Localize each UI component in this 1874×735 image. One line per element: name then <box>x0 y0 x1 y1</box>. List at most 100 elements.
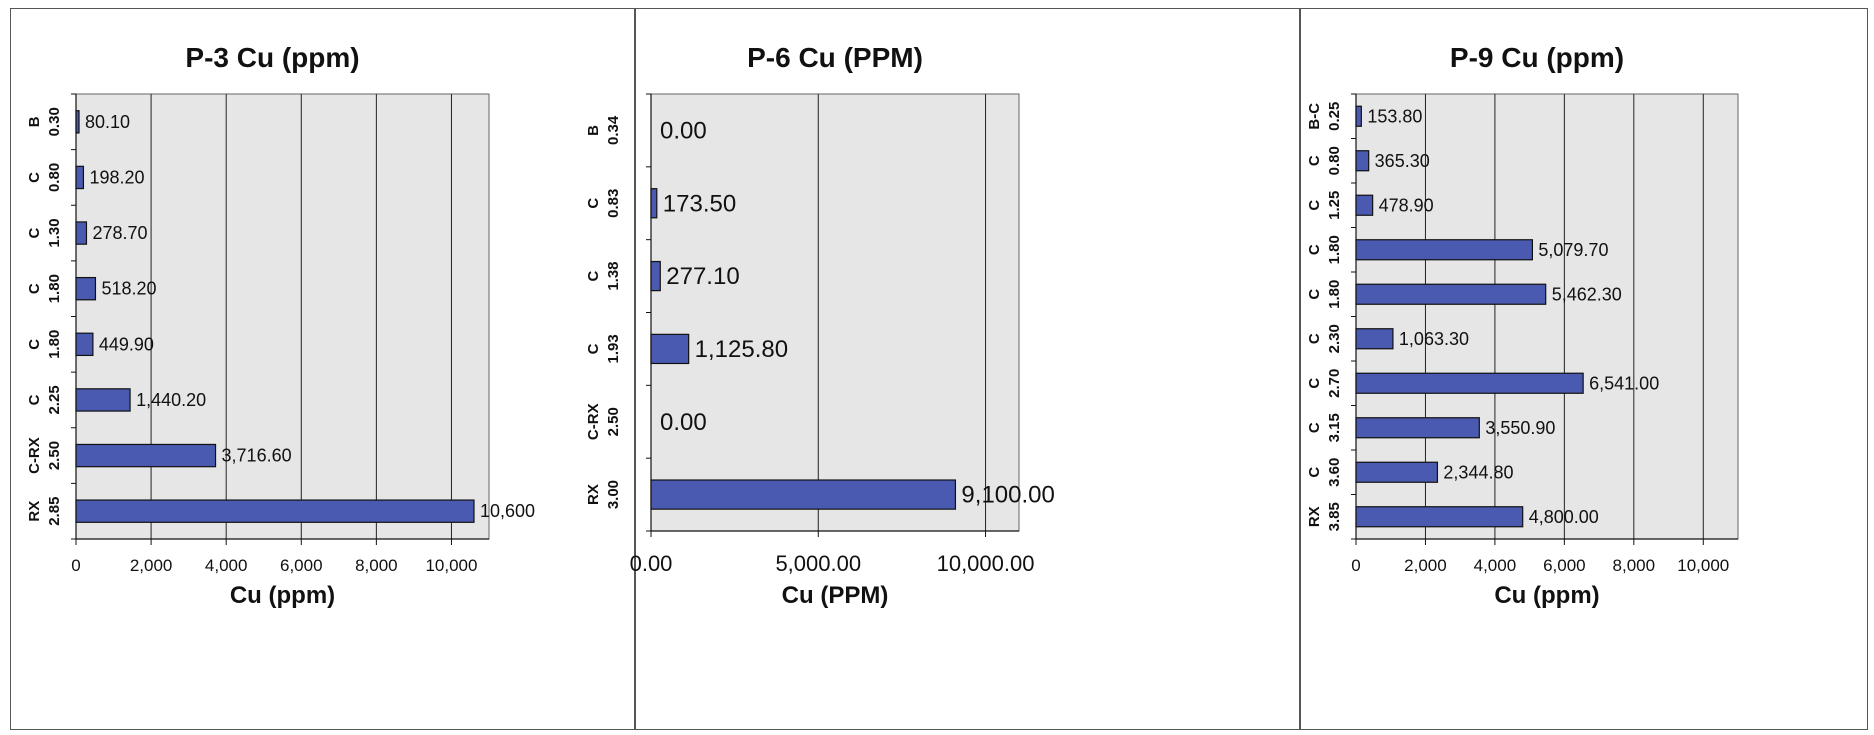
category-code-label: C <box>26 172 43 183</box>
category-depth-label: 2.70 <box>1326 369 1343 398</box>
data-label: 0.00 <box>660 409 707 436</box>
data-label: 4,800.00 <box>1529 507 1599 527</box>
category-code-label: C <box>26 339 43 350</box>
data-label: 449.90 <box>99 334 154 354</box>
bar <box>1355 239 1534 261</box>
category-code-label: B <box>585 125 602 136</box>
category-depth-label: 1.80 <box>46 274 63 303</box>
x-axis-label: Cu (PPM) <box>782 582 889 609</box>
x-tick-label: 8,000 <box>1613 556 1656 575</box>
data-label: 2,344.80 <box>1443 462 1513 482</box>
category-depth-label: 0.34 <box>605 115 622 145</box>
data-label: 10,600 <box>480 501 535 521</box>
x-axis-label: Cu (ppm) <box>230 582 335 609</box>
bar <box>75 499 475 523</box>
bar <box>75 276 97 301</box>
chart-panel-p6: P-6 Cu (PPM) 0.00 5,000.00 10,000.00 Cu (PPM… <box>585 8 1300 730</box>
category-code-label: C <box>1306 333 1323 344</box>
data-label: 1,125.80 <box>695 336 788 363</box>
data-label: 277.10 <box>666 263 739 290</box>
category-depth-label: 1.25 <box>1326 191 1343 220</box>
chart-title: P-9 Cu (ppm) <box>1450 42 1624 73</box>
plot-area <box>650 93 1020 532</box>
category-depth-label: 3.00 <box>605 480 622 509</box>
category-code-label: C <box>585 271 602 282</box>
category-code-label: RX <box>585 484 602 505</box>
x-tick-label: 10,000.00 <box>937 551 1035 576</box>
data-label: 518.20 <box>101 279 156 299</box>
chart-svg-p3: P-3 Cu (ppm) 0 2,000 4,000 6,000 8,000 10,000 C… <box>26 42 535 609</box>
bar <box>650 333 690 365</box>
bar <box>75 165 85 190</box>
bar <box>1355 328 1394 350</box>
bar <box>75 443 217 468</box>
category-depth-label: 1.93 <box>605 334 622 363</box>
data-label: 278.70 <box>92 223 147 243</box>
category-depth-label: 2.85 <box>46 497 63 526</box>
bar <box>650 260 661 292</box>
x-tick-label: 6,000 <box>280 556 323 575</box>
category-code-label: C <box>1306 422 1323 433</box>
category-code-label: C <box>1306 378 1323 389</box>
bar <box>75 221 88 245</box>
bar <box>1355 372 1584 394</box>
x-tick-label: 8,000 <box>355 556 398 575</box>
category-depth-label: 2.50 <box>46 441 63 470</box>
category-code-label: C-RX <box>585 403 602 440</box>
chart-panel-p9: P-9 Cu (ppm) 0 2,000 4,000 6,000 8,000 10,000 C… <box>1300 8 1868 730</box>
category-code-label: C-RX <box>26 437 43 474</box>
chart-title: P-6 Cu (PPM) <box>747 42 923 73</box>
data-label: 478.90 <box>1379 195 1434 215</box>
category-code-label: RX <box>26 501 43 522</box>
category-code-label: B-C <box>1306 103 1323 130</box>
chart-svg-p9: P-9 Cu (ppm) 0 2,000 4,000 6,000 8,000 10,000 C… <box>1306 42 1739 609</box>
chart-group-p6: P-6 Cu (PPM) 0.00 5,000.00 10,000.00 Cu (PPM… <box>585 42 1055 609</box>
category-code-label: C <box>26 283 43 294</box>
bar <box>1355 506 1524 528</box>
category-code-label: RX <box>1306 506 1323 527</box>
x-tick-label: 10,000 <box>1677 556 1729 575</box>
category-depth-label: 1.80 <box>46 330 63 359</box>
data-label: 5,079.70 <box>1538 240 1608 260</box>
category-depth-label: 3.60 <box>1326 458 1343 487</box>
bar <box>1355 194 1374 216</box>
category-depth-label: 1.30 <box>46 218 63 247</box>
chart-title: P-3 Cu (ppm) <box>185 42 359 73</box>
x-tick-label: 4,000 <box>1474 556 1517 575</box>
category-depth-label: 0.80 <box>1326 146 1343 175</box>
category-depth-label: 2.25 <box>46 385 63 414</box>
data-label: 0.00 <box>660 117 707 144</box>
data-label: 153.80 <box>1367 106 1422 126</box>
data-label: 173.50 <box>663 190 736 217</box>
x-tick-label: 10,000 <box>425 556 477 575</box>
data-label: 1,063.30 <box>1399 329 1469 349</box>
data-label: 80.10 <box>85 112 130 132</box>
category-code-label: C <box>1306 244 1323 255</box>
data-label: 3,716.60 <box>222 446 292 466</box>
category-code-label: C <box>585 343 602 354</box>
x-tick-label: 2,000 <box>130 556 173 575</box>
category-code-label: C <box>26 394 43 405</box>
x-tick-label: 2,000 <box>1404 556 1447 575</box>
bar <box>1355 417 1480 439</box>
plot-area <box>75 93 490 540</box>
bar <box>1355 283 1547 305</box>
category-code-label: C <box>1306 200 1323 211</box>
category-depth-label: 3.85 <box>1326 502 1343 531</box>
category-depth-label: 0.25 <box>1326 102 1343 131</box>
x-tick-label: 0.00 <box>630 551 673 576</box>
data-label: 9,100.00 <box>961 482 1054 509</box>
data-label: 3,550.90 <box>1485 418 1555 438</box>
bar <box>75 332 94 357</box>
category-depth-label: 1.38 <box>605 261 622 290</box>
data-label: 1,440.20 <box>136 390 206 410</box>
category-code-label: C <box>1306 289 1323 300</box>
data-label: 365.30 <box>1375 151 1430 171</box>
x-tick-label: 0 <box>1351 556 1360 575</box>
category-depth-label: 2.50 <box>605 407 622 436</box>
bar <box>650 479 957 510</box>
x-tick-label: 6,000 <box>1543 556 1586 575</box>
category-depth-label: 1.80 <box>1326 280 1343 309</box>
x-tick-label: 5,000.00 <box>775 551 861 576</box>
